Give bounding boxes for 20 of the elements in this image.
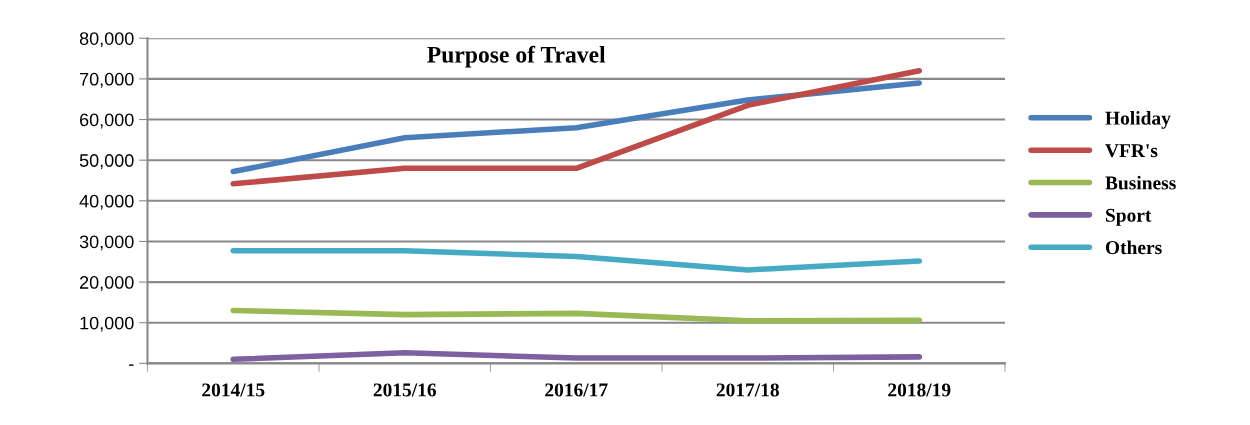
legend-label: VFR's xyxy=(1105,144,1158,158)
x-tick-label: 2014/15 xyxy=(202,383,265,397)
x-tick-label: 2017/18 xyxy=(716,383,779,397)
y-tick-label: 50,000 xyxy=(79,154,134,170)
legend-label: Sport xyxy=(1106,208,1152,226)
y-tick-label: 70,000 xyxy=(80,72,134,88)
y-tick-label: 30,000 xyxy=(79,235,134,251)
y-tick-label: 40,000 xyxy=(79,194,134,210)
y-tick-label: 80,000 xyxy=(79,32,134,48)
y-tick-label: 10,000 xyxy=(80,316,134,332)
legend-label: Business xyxy=(1105,175,1176,190)
x-tick-label: 2016/17 xyxy=(545,383,608,397)
y-tick-label: 60,000 xyxy=(80,113,134,129)
chart-title: Purpose of Travel xyxy=(427,45,606,68)
y-tick-label: 20,000 xyxy=(80,276,134,291)
y-tick-label: - xyxy=(129,364,134,366)
legend-label: Holiday xyxy=(1105,111,1171,129)
legend-label: Others xyxy=(1105,240,1162,255)
x-tick-label: 2018/19 xyxy=(888,383,951,397)
x-tick-label: 2015/16 xyxy=(373,383,437,397)
